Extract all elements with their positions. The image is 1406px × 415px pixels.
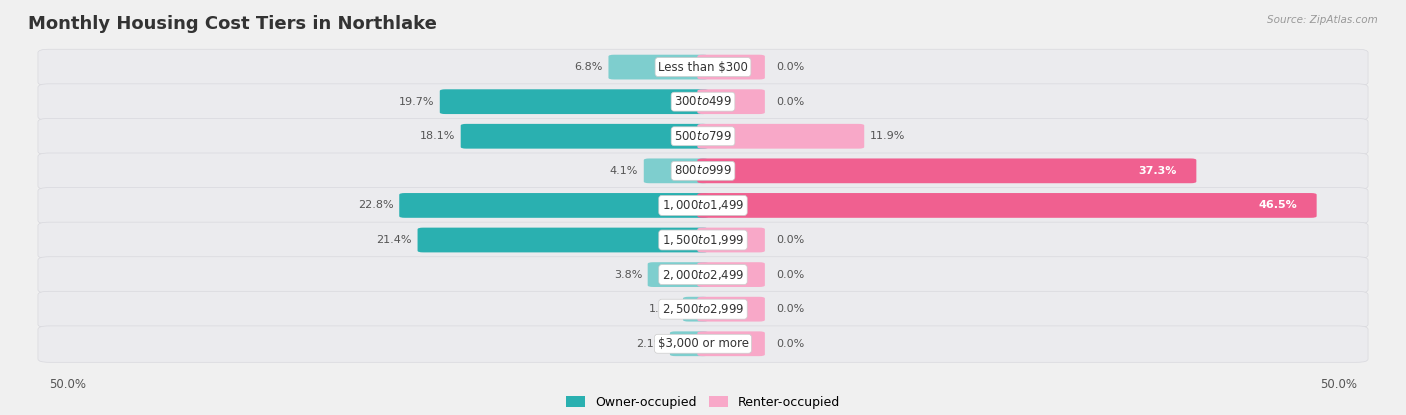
FancyBboxPatch shape (609, 55, 709, 80)
Text: Less than $300: Less than $300 (658, 61, 748, 73)
FancyBboxPatch shape (697, 331, 765, 356)
Text: 22.8%: 22.8% (359, 200, 394, 210)
Text: 50.0%: 50.0% (49, 378, 86, 391)
Text: 18.1%: 18.1% (420, 131, 456, 141)
FancyBboxPatch shape (38, 118, 1368, 155)
Text: 0.0%: 0.0% (776, 339, 804, 349)
Legend: Owner-occupied, Renter-occupied: Owner-occupied, Renter-occupied (567, 396, 839, 409)
Text: $2,000 to $2,499: $2,000 to $2,499 (662, 268, 744, 282)
Text: 0.0%: 0.0% (776, 270, 804, 280)
Text: $500 to $799: $500 to $799 (673, 130, 733, 143)
FancyBboxPatch shape (38, 188, 1368, 224)
FancyBboxPatch shape (38, 257, 1368, 293)
Text: 11.9%: 11.9% (870, 131, 905, 141)
FancyBboxPatch shape (648, 262, 709, 287)
FancyBboxPatch shape (440, 89, 709, 114)
Text: $1,000 to $1,499: $1,000 to $1,499 (662, 198, 744, 212)
FancyBboxPatch shape (38, 49, 1368, 85)
FancyBboxPatch shape (697, 159, 1197, 183)
FancyBboxPatch shape (38, 326, 1368, 362)
Text: $300 to $499: $300 to $499 (673, 95, 733, 108)
Text: 0.0%: 0.0% (776, 62, 804, 72)
Text: 50.0%: 50.0% (1320, 378, 1357, 391)
Text: $2,500 to $2,999: $2,500 to $2,999 (662, 302, 744, 316)
Text: 19.7%: 19.7% (399, 97, 434, 107)
Text: 46.5%: 46.5% (1258, 200, 1296, 210)
FancyBboxPatch shape (669, 331, 709, 356)
Text: $1,500 to $1,999: $1,500 to $1,999 (662, 233, 744, 247)
Text: 2.1%: 2.1% (636, 339, 664, 349)
Text: 0.0%: 0.0% (776, 235, 804, 245)
Text: 21.4%: 21.4% (377, 235, 412, 245)
Text: $3,000 or more: $3,000 or more (658, 337, 748, 350)
FancyBboxPatch shape (644, 159, 709, 183)
Text: Source: ZipAtlas.com: Source: ZipAtlas.com (1267, 15, 1378, 24)
FancyBboxPatch shape (697, 227, 765, 252)
Text: Monthly Housing Cost Tiers in Northlake: Monthly Housing Cost Tiers in Northlake (28, 15, 437, 32)
FancyBboxPatch shape (38, 222, 1368, 259)
FancyBboxPatch shape (461, 124, 709, 149)
FancyBboxPatch shape (697, 297, 765, 322)
Text: $800 to $999: $800 to $999 (673, 164, 733, 177)
FancyBboxPatch shape (697, 193, 1316, 218)
Text: 4.1%: 4.1% (610, 166, 638, 176)
FancyBboxPatch shape (399, 193, 709, 218)
FancyBboxPatch shape (418, 227, 709, 252)
FancyBboxPatch shape (697, 262, 765, 287)
Text: 0.0%: 0.0% (776, 97, 804, 107)
Text: 3.8%: 3.8% (613, 270, 643, 280)
FancyBboxPatch shape (697, 124, 865, 149)
Text: 37.3%: 37.3% (1139, 166, 1177, 176)
FancyBboxPatch shape (683, 297, 709, 322)
FancyBboxPatch shape (38, 84, 1368, 120)
FancyBboxPatch shape (697, 89, 765, 114)
FancyBboxPatch shape (38, 153, 1368, 189)
FancyBboxPatch shape (38, 291, 1368, 328)
Text: 0.0%: 0.0% (776, 304, 804, 314)
Text: 1.1%: 1.1% (650, 304, 678, 314)
FancyBboxPatch shape (697, 55, 765, 80)
Text: 6.8%: 6.8% (575, 62, 603, 72)
